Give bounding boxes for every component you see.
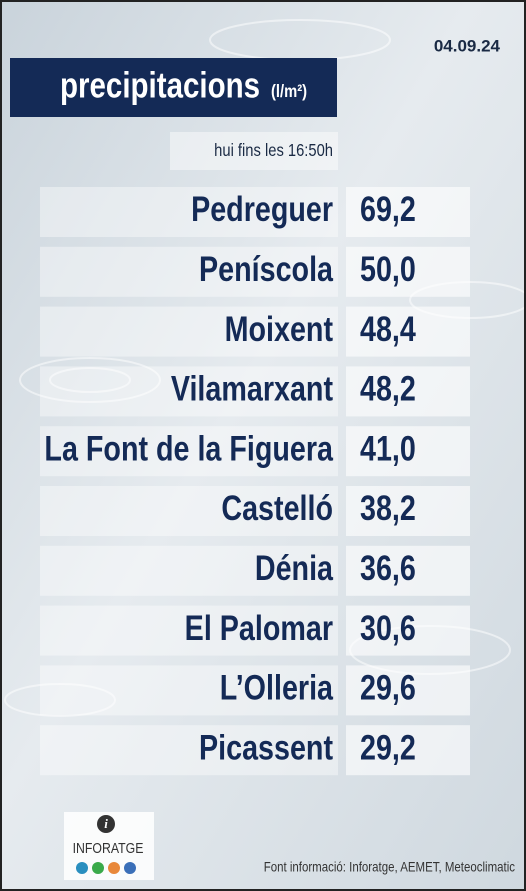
- title: precipitacions: [60, 65, 260, 105]
- place-name: Castelló: [221, 489, 333, 528]
- unit: (l/m²): [271, 81, 307, 101]
- rain-value: 48,2: [360, 369, 416, 408]
- place-name: Vilamarxant: [171, 369, 333, 408]
- subtitle: hui fins les 16:50h: [214, 140, 333, 160]
- logo-i: i: [104, 816, 108, 831]
- place-name: La Font de la Figuera: [44, 429, 333, 468]
- infographic: 04.09.24 precipitacions (l/m²) hui fins …: [0, 0, 526, 891]
- rain-value: 36,6: [360, 548, 416, 587]
- place-name: L’Olleria: [220, 668, 333, 707]
- rain-value: 48,4: [360, 309, 416, 348]
- logo-dot: [108, 862, 120, 874]
- rain-value: 30,6: [360, 608, 416, 647]
- logo-dot: [76, 862, 88, 874]
- source: Font informació: Inforatge, AEMET, Meteo…: [264, 859, 516, 875]
- place-name: Pedreguer: [191, 190, 333, 229]
- date: 04.09.24: [434, 36, 501, 55]
- rain-value: 38,2: [360, 489, 416, 528]
- rain-value: 41,0: [360, 429, 416, 468]
- rain-value: 69,2: [360, 190, 416, 229]
- rain-value: 50,0: [360, 249, 416, 288]
- rain-value: 29,6: [360, 668, 416, 707]
- place-name: Peníscola: [199, 249, 333, 288]
- place-name: Moixent: [225, 309, 334, 348]
- place-name: Dénia: [255, 548, 333, 587]
- rain-value: 29,2: [360, 728, 416, 767]
- place-name: El Palomar: [185, 608, 333, 647]
- place-name: Picassent: [199, 728, 333, 767]
- logo-text: INFORATGE: [73, 840, 144, 856]
- logo-dot: [92, 862, 104, 874]
- logo-dot: [124, 862, 136, 874]
